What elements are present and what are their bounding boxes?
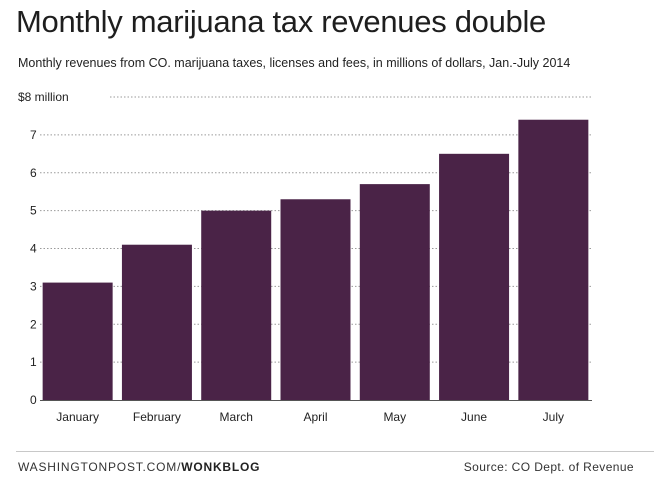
y-tick-label: 5 [30, 204, 37, 218]
bar-march [201, 210, 272, 400]
footer-brand: WONKBLOG [181, 460, 261, 474]
x-tick-label: January [56, 410, 99, 424]
footer-site: WASHINGTONPOST.COM/ [18, 460, 182, 474]
y-axis-ticks: 0 1 2 3 4 5 6 7 $8 million [18, 90, 69, 407]
bar-april [280, 199, 351, 400]
bar-january [42, 282, 113, 400]
bar-chart: 0 1 2 3 4 5 6 7 $8 million January February March A… [18, 90, 592, 424]
bar-july [518, 119, 589, 400]
y-tick-label: 0 [30, 393, 37, 407]
x-tick-label: April [303, 410, 327, 424]
footer-divider [16, 451, 654, 452]
bar-june [439, 153, 510, 400]
x-tick-label: March [220, 410, 253, 424]
y-tick-label: 7 [30, 128, 37, 142]
x-tick-label: May [383, 410, 406, 424]
chart-subtitle: Monthly revenues from CO. marijuana taxe… [18, 56, 571, 70]
x-tick-label: February [133, 410, 181, 424]
y-tick-label: 4 [30, 242, 37, 256]
bar-may [359, 184, 430, 400]
chart-title: Monthly marijuana tax revenues double [16, 4, 546, 39]
y-tick-label: 1 [30, 355, 37, 369]
bars [42, 119, 589, 400]
y-tick-label: $8 million [18, 90, 69, 104]
y-tick-label: 6 [30, 166, 37, 180]
x-axis-ticks: January February March April May June July [56, 410, 564, 424]
x-tick-label: July [543, 410, 564, 424]
footer-credit: WASHINGTONPOST.COM/WONKBLOG [18, 460, 260, 474]
x-tick-label: June [461, 410, 487, 424]
footer-source: Source: CO Dept. of Revenue [463, 460, 634, 474]
y-tick-label: 2 [30, 317, 37, 331]
bar-february [121, 244, 192, 400]
y-tick-label: 3 [30, 279, 37, 293]
